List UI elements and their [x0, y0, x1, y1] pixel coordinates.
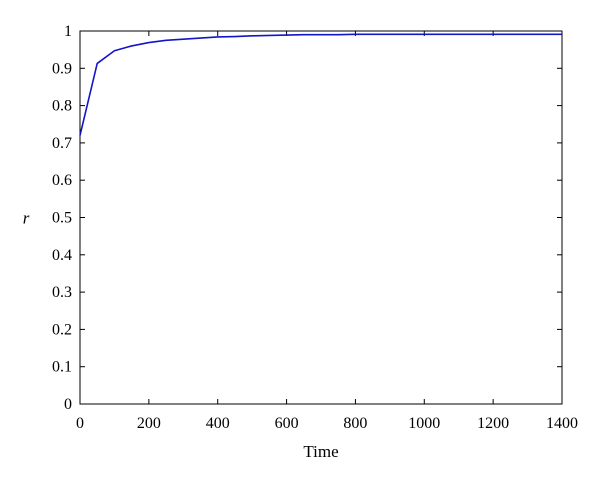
y-tick-label: 0	[64, 396, 72, 413]
x-tick-label: 600	[275, 415, 299, 432]
x-tick-label: 200	[137, 415, 161, 432]
y-tick-label: 0.8	[52, 98, 72, 115]
y-tick-label: 0.9	[52, 60, 72, 77]
y-tick-label: 0.7	[52, 135, 72, 152]
y-tick-label: 0.6	[52, 172, 72, 189]
series-line	[79, 33, 562, 136]
y-tick-label: 1	[64, 23, 72, 40]
x-axis-ticks: 0 200 400 600 800 1000 1200 1400	[76, 31, 578, 432]
y-tick-label: 0.3	[52, 284, 72, 301]
y-tick-label: 0.2	[52, 321, 72, 338]
y-axis-ticks: 0 0.1 0.2 0.3 0.4 0.5 0.6 0.7 0.8 0.9 1	[52, 23, 562, 413]
y-tick-label: 0.4	[52, 247, 72, 264]
x-tick-label: 1200	[477, 415, 509, 432]
x-tick-label: 800	[343, 415, 367, 432]
series-layer	[79, 33, 562, 136]
x-axis-label: Time	[303, 442, 338, 461]
y-axis-label: r	[23, 209, 30, 228]
y-tick-label: 0.5	[52, 210, 72, 227]
x-tick-label: 0	[76, 415, 84, 432]
x-tick-label: 400	[206, 415, 230, 432]
y-tick-label: 0.1	[52, 359, 72, 376]
plot-area-frame	[79, 30, 563, 405]
x-tick-label: 1400	[546, 415, 578, 432]
x-tick-label: 1000	[408, 415, 440, 432]
